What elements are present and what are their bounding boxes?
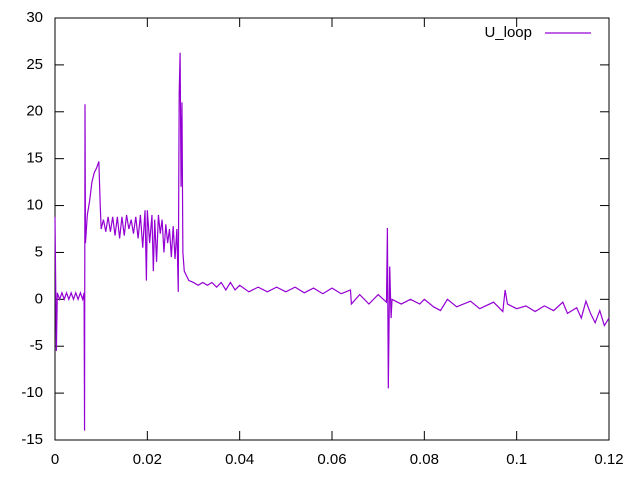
x-tick-label: 0.1 xyxy=(506,451,527,468)
x-tick-label: 0.04 xyxy=(225,451,254,468)
y-tick-label: 15 xyxy=(26,150,43,167)
y-tick-label: 25 xyxy=(26,56,43,73)
x-tick-label: 0 xyxy=(51,451,59,468)
y-tick-label: 30 xyxy=(26,9,43,26)
legend-label: U_loop xyxy=(484,24,532,41)
y-tick-label: 20 xyxy=(26,103,43,120)
y-tick-label: -5 xyxy=(30,337,43,354)
plot-border xyxy=(54,17,610,441)
x-tick-label: 0.06 xyxy=(317,451,346,468)
x-tick-label: 0.08 xyxy=(410,451,439,468)
y-tick-label: 5 xyxy=(35,243,43,260)
y-tick-label: -10 xyxy=(21,384,43,401)
series-line xyxy=(54,52,610,431)
y-tick-label: 0 xyxy=(35,290,43,307)
y-tick-label: -15 xyxy=(21,431,43,448)
x-tick-label: 0.02 xyxy=(133,451,162,468)
x-tick-label: 0.12 xyxy=(594,451,623,468)
y-tick-label: 10 xyxy=(26,197,43,214)
